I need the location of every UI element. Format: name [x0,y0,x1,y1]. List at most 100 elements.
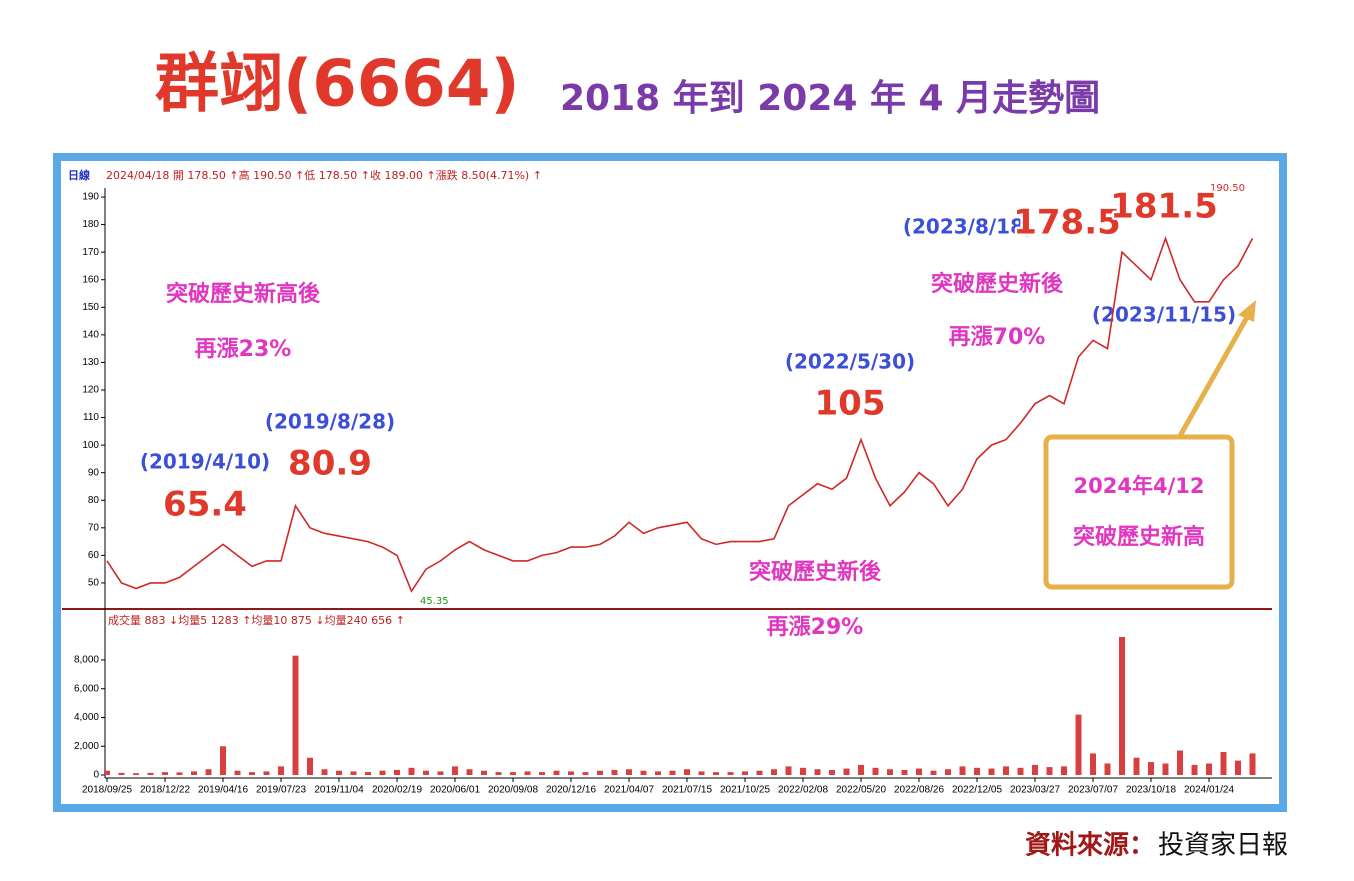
annotation: 再漲29% [767,615,864,640]
x-tick-label: 2021/04/07 [604,785,654,796]
y-tick-label: 140 [82,329,99,340]
volume-bar [727,772,734,775]
annotation: 80.9 [288,444,372,484]
volume-bar [162,772,168,775]
x-tick-label: 2023/07/07 [1068,785,1118,796]
annotation: 65.4 [163,485,247,525]
volume-bar [858,764,864,775]
volume-bar [553,770,560,775]
volume-bar [350,771,357,775]
info-label: 日線 [68,168,90,182]
x-tick-label: 2018/09/25 [82,785,132,796]
volume-bar [916,768,922,775]
volume-bar [524,771,531,775]
volume-bar [1075,714,1082,775]
volume-bar [626,769,632,775]
volume-bar [1104,763,1111,775]
x-tick-label: 2021/10/25 [720,785,770,796]
volume-bar [292,655,299,775]
y-tick-label: 50 [88,578,100,589]
volume-bar [133,773,139,775]
callout-text: 突破歷史新高 [1073,524,1205,550]
info: 2024/04/18 開 178.50 ↑高 190.50 ↑低 178.50 … [106,168,542,182]
x-tick-label: 2022/12/05 [952,785,1002,796]
annotation: (2019/4/10) [140,450,270,474]
volume-bar [249,772,255,775]
volume-bar [698,771,705,775]
annotation: 突破歷史新後 [749,559,882,585]
high-label: 190.50 [1210,183,1245,194]
callout-box [1043,434,1235,590]
callout-text: 2024年4/12 [1074,474,1205,498]
volume-bar [640,770,647,775]
volume-bar [437,771,444,775]
x-tick-label: 2024/01/24 [1184,785,1234,796]
x-tick-label: 2023/10/18 [1126,785,1176,796]
annotation: (2019/8/28) [265,410,395,434]
y-tick-label: 170 [82,247,99,258]
volume-bar [307,757,313,775]
annotation: 突破歷史新後 [931,271,1064,297]
arrow-head [1238,300,1256,322]
volume-bar [1061,766,1067,775]
price-line [106,235,1254,593]
volume-bar [321,769,328,775]
volume-bar [887,769,893,775]
source-name: 投資家日報 [1158,831,1288,861]
title-period: 2018 年到 2024 年 4 月走勢圖 [560,78,1100,119]
volume-bar [814,769,821,775]
volume-bar [408,767,415,775]
volume-bar [611,769,618,775]
annotation: 再漲70% [949,325,1046,350]
volume-bar [988,768,995,775]
annotation: (2022/5/30) [785,350,915,374]
volume-bar [800,767,806,775]
volume-bar [1003,766,1009,775]
x-tick-label: 2020/06/01 [430,785,480,796]
volume-bar [597,770,603,775]
annotation: 突破歷史新高後 [166,281,321,307]
annotation: 178.5 [1013,203,1121,243]
y-tick-label: 6,000 [74,683,99,694]
annotation: (2023/11/15) [1092,303,1236,327]
y-tick-label: 2,000 [74,741,99,752]
y-tick-label: 190 [82,192,99,203]
volume-bar [1032,764,1038,775]
annotation: 再漲23% [195,337,292,362]
volume-bar [336,770,342,775]
title-name: 群翊(6664) [155,48,520,122]
y-tick-label: 100 [82,440,99,451]
volume-bar [510,772,516,775]
volume-bar [843,768,850,775]
volume-bar [930,770,937,775]
arrow-line [1177,310,1253,438]
y-tick-label: 180 [82,219,99,230]
volume-bar [684,769,690,775]
volume-bar [191,771,197,775]
volume-bar [959,766,966,775]
annotation: (2023/8/18) [903,215,1033,239]
volume-bar [234,770,241,775]
volume-bar [771,769,777,775]
volume-bar [1177,750,1183,775]
x-tick-label: 2019/04/16 [198,785,248,796]
volume-bar [945,769,951,775]
volume-bar [742,771,748,775]
volume-bar [582,772,589,775]
volume-bar [1191,764,1198,775]
volume-bar [756,770,763,775]
volume-bar [481,770,487,775]
volume-bar [1220,751,1227,775]
y-tick-label: 0 [93,770,99,781]
y-tick-label: 120 [82,385,99,396]
volume-bar [785,766,792,775]
volume-bar [1162,763,1169,775]
volume-bar [466,769,473,775]
volume-bar [176,772,183,775]
x-tick-label: 2022/08/26 [894,785,944,796]
volume-bar [713,772,719,775]
volume-bar [655,771,661,775]
volume-bar [1249,753,1256,775]
volume-bar [974,767,980,775]
